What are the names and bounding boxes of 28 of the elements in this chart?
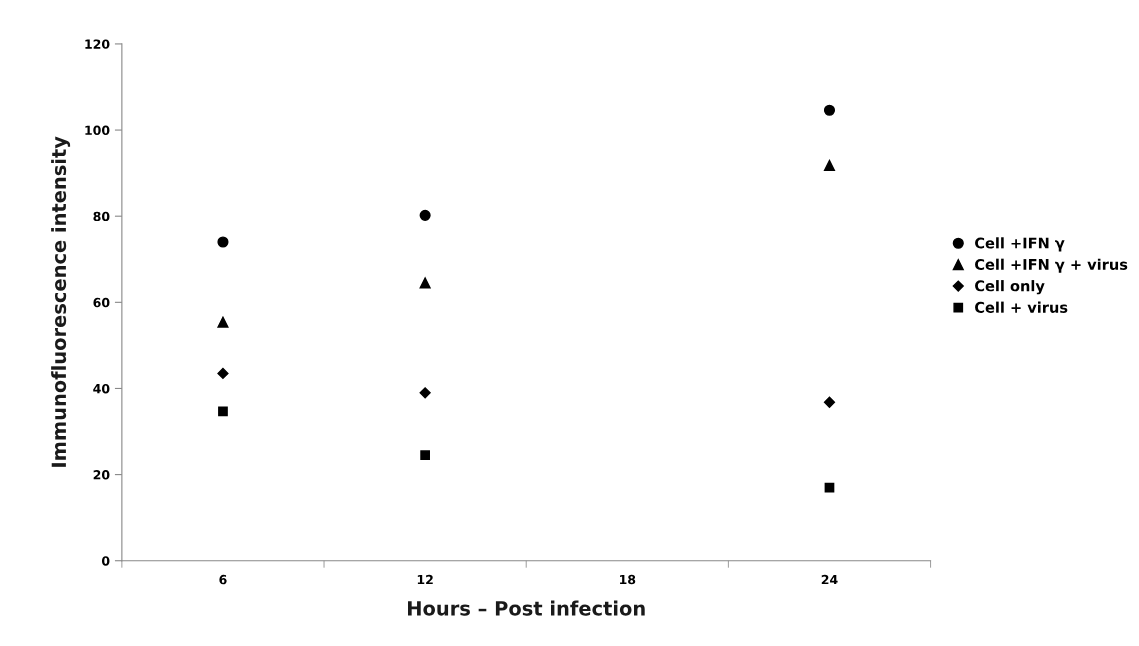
point xyxy=(419,277,431,289)
point xyxy=(217,236,229,248)
point xyxy=(823,104,836,116)
y-tick-label: 20 xyxy=(93,470,110,480)
y-tick-label: 0 xyxy=(101,556,110,566)
y-tick-label: 100 xyxy=(85,125,110,135)
x-tick-label: 6 xyxy=(219,574,227,585)
legend-label: Cell +IFN γ xyxy=(975,237,1065,252)
point xyxy=(217,316,229,328)
x-tick-label: 12 xyxy=(417,574,433,585)
y-tick-label: 80 xyxy=(93,211,110,222)
point xyxy=(419,387,431,399)
x-tick-label: 24 xyxy=(821,574,838,585)
legend-label: Cell + virus xyxy=(975,301,1068,313)
point xyxy=(419,209,431,221)
x-axis-title: Hours – Post infection xyxy=(408,600,645,616)
y-axis-title: Immunofluorescence intensity xyxy=(51,136,71,467)
point xyxy=(823,396,836,408)
legend-label: Cell only xyxy=(975,280,1045,295)
x-tick-label: 18 xyxy=(620,574,636,585)
y-tick-label: 120 xyxy=(85,39,110,49)
point xyxy=(823,159,836,171)
y-tick-label: 40 xyxy=(93,383,110,394)
legend-label: Cell +IFN γ + virus xyxy=(975,258,1128,273)
point xyxy=(420,450,430,461)
point xyxy=(218,406,228,417)
point xyxy=(217,367,229,379)
y-tick-label: 60 xyxy=(93,297,110,308)
